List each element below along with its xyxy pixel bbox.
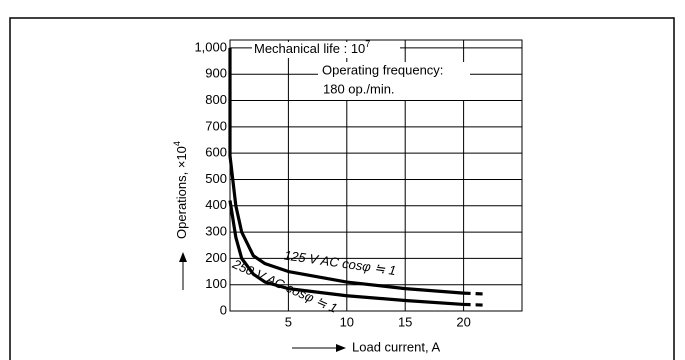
x-tick-label: 20 [456, 314, 470, 329]
x-tick-label: 10 [340, 314, 354, 329]
y-tick-label: 500 [205, 171, 227, 186]
y-tick-label: 200 [205, 250, 227, 265]
series-line-dashed [463, 291, 488, 296]
x-axis-label: Load current, A [352, 339, 440, 354]
y-axis-label-text: Operations, ×10 [174, 146, 189, 239]
y-tick-label: 600 [205, 145, 227, 160]
annotation-bg [252, 42, 400, 58]
y-tick-label: 1,000 [194, 39, 227, 54]
y-tick-label: 800 [205, 92, 227, 107]
y-tick-label: 100 [205, 276, 227, 291]
annotation-bg [318, 62, 470, 100]
x-tick-label: 15 [398, 314, 412, 329]
y-axis-label-sup: 4 [172, 141, 182, 146]
series-line [228, 47, 464, 295]
arrowhead [179, 252, 187, 262]
y-tick-label: 700 [205, 118, 227, 133]
arrowhead [336, 344, 346, 352]
y-axis-label: Operations, ×104 [172, 141, 189, 239]
y-tick-label: 0 [220, 302, 227, 317]
y-tick-label: 400 [205, 197, 227, 212]
y-tick-label: 900 [205, 66, 227, 81]
annotation: 180 op./min. [323, 81, 395, 96]
frame [9, 17, 675, 360]
y-tick-label: 300 [205, 224, 227, 239]
annotation: Mechanical life : 107 [254, 39, 370, 56]
annotation-sup: 7 [365, 39, 370, 49]
annotation-text: Mechanical life : 10 [254, 41, 365, 56]
series-line-dashed [463, 302, 488, 307]
x-tick-label: 5 [285, 314, 292, 329]
series-line [228, 200, 464, 307]
annotation: Operating frequency: [322, 62, 443, 77]
